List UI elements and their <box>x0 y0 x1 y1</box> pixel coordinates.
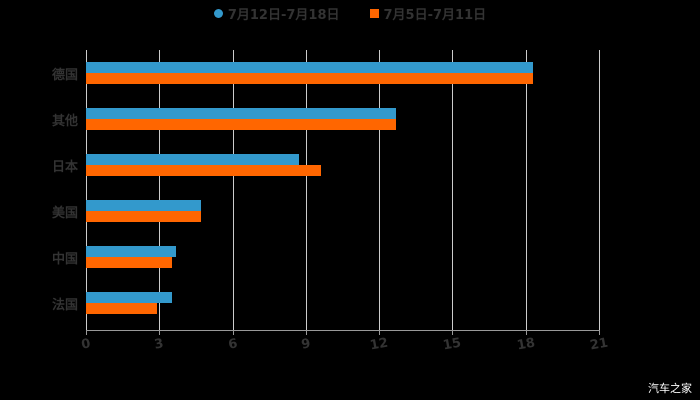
category-label: 法国 <box>51 298 78 313</box>
gridline <box>159 50 161 330</box>
axis-tick <box>525 330 527 335</box>
x-axis <box>86 330 600 331</box>
gridline <box>305 50 307 330</box>
x-tick-label: 21 <box>588 335 610 354</box>
legend-square-icon <box>369 9 379 18</box>
legend-label: 7月12日-7月18日 <box>227 8 340 23</box>
legend-item-week2[interactable]: 7月12日-7月18日 <box>213 4 340 23</box>
bar[interactable] <box>86 108 397 119</box>
gridline <box>452 50 454 330</box>
x-tick-label: 6 <box>226 336 239 353</box>
bar[interactable] <box>86 257 172 268</box>
legend-circle-icon <box>213 9 223 18</box>
axis-tick <box>86 330 87 335</box>
x-tick-label: 0 <box>80 336 92 353</box>
category-label: 其他 <box>51 114 78 129</box>
category-label: 德国 <box>51 68 78 83</box>
category-label: 中国 <box>51 252 78 267</box>
x-tick-label: 3 <box>153 336 166 353</box>
bar[interactable] <box>86 200 201 211</box>
axis-tick <box>232 330 234 335</box>
gridline <box>86 50 87 330</box>
gridline <box>232 50 234 330</box>
gridline <box>599 50 600 330</box>
axis-tick <box>452 330 454 335</box>
axis-tick <box>305 330 307 335</box>
x-tick-label: 12 <box>368 335 390 354</box>
bar[interactable] <box>86 165 321 176</box>
chart-legend: 7月12日-7月18日 7月5日-7月11日 <box>0 4 700 23</box>
gridline <box>525 50 527 330</box>
bar[interactable] <box>86 292 172 303</box>
axis-tick <box>599 330 600 335</box>
bar[interactable] <box>86 62 534 73</box>
bar[interactable] <box>86 154 299 165</box>
legend-item-week1[interactable]: 7月5日-7月11日 <box>369 4 487 23</box>
bar[interactable] <box>86 303 157 314</box>
bar[interactable] <box>86 119 397 130</box>
x-tick-label: 18 <box>515 335 536 354</box>
x-tick-label: 15 <box>442 335 463 354</box>
watermark: 汽车之家 <box>648 382 692 395</box>
gridline <box>379 50 381 330</box>
bar[interactable] <box>86 211 201 222</box>
x-tick-label: 9 <box>300 336 312 353</box>
legend-label: 7月5日-7月11日 <box>383 8 487 23</box>
axis-tick <box>379 330 381 335</box>
category-label: 美国 <box>51 206 78 221</box>
category-label: 日本 <box>51 160 78 175</box>
bar[interactable] <box>86 73 534 84</box>
bar[interactable] <box>86 246 177 257</box>
axis-tick <box>159 330 161 335</box>
